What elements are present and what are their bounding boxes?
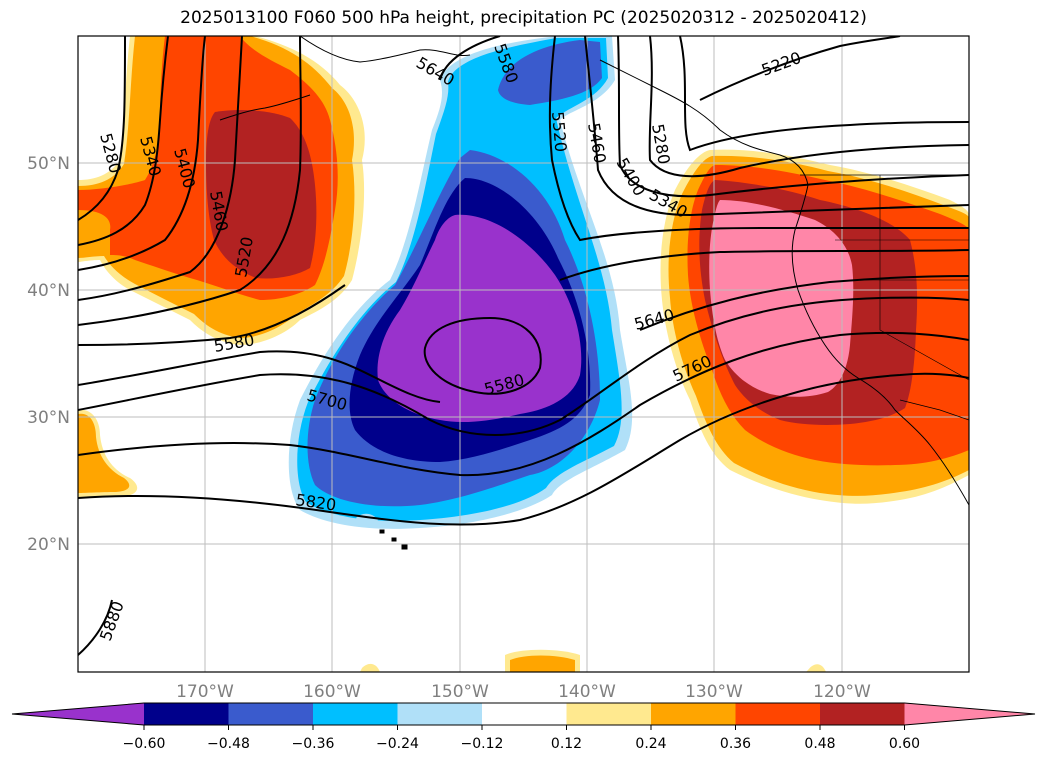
colorbar-segment [566,703,651,725]
lon-label-120w: 120°W [813,682,871,702]
coastline-aleutians [219,94,311,121]
coastline-north-america [791,184,969,506]
contour-5760 [78,331,969,477]
map-area: 5280 5340 5400 5460 5520 5580 5700 5820 … [78,36,969,672]
colorbar-tick-label: 0.60 [889,736,920,752]
contour-5640 [78,275,969,403]
colorbar-segment [482,703,567,725]
colorbar-tick-label: 0.36 [720,736,751,752]
lon-label-170w: 170°W [176,682,234,702]
positive-precip-region-east [660,149,969,504]
lat-label-40n: 40°N [27,281,70,301]
precip-fill-pos-024-s [510,655,575,672]
latitude-labels: 50°N 40°N 30°N 20°N [27,154,70,555]
colorbar: −0.60 −0.48 −0.36 −0.24 −0.12 0.12 0.24 … [11,702,1036,752]
contour-5400 [78,36,969,271]
positive-precip-region-west [78,36,365,345]
precip-fill-pos-024-sw [78,413,130,493]
contour-label: 5520 [548,111,570,153]
lon-label-140w: 140°W [558,682,616,702]
precip-fill-pos-012-s3 [806,664,826,672]
longitude-labels: 170°W 160°W 150°W 140°W 130°W 120°W [176,682,871,702]
colorbar-tick-marks [143,725,905,730]
lat-label-50n: 50°N [27,154,70,174]
contour-5460 [78,36,969,301]
contour-5520 [78,36,969,326]
colorbar-tick-label: −0.48 [207,736,250,752]
colorbar-segment [651,703,736,725]
contour-5580-north [439,36,501,81]
contour-5280 [78,36,969,221]
positive-precip-patches-south [78,409,826,672]
lon-label-160w: 160°W [303,682,361,702]
colorbar-segment [144,703,229,725]
colorbar-extend-low [12,703,144,725]
colorbar-segment [228,703,313,725]
precip-fill-pos-060-east [709,200,854,397]
border-us-mexico [899,399,969,421]
lat-label-30n: 30°N [27,408,70,428]
colorbar-segment [313,703,398,725]
contour-5700 [78,296,969,436]
colorbar-tick-label: −0.60 [123,736,166,752]
hawaii-islands [379,529,408,550]
height-contours [78,36,969,656]
map-title: 2025013100 F060 500 hPa height, precipit… [180,8,867,28]
contour-5580-closed [423,316,542,395]
precip-fill-pos-048-west [206,110,317,279]
colorbar-extend-high [904,703,1035,725]
lon-label-150w: 150°W [431,682,489,702]
contour-5220 [699,36,901,101]
contour-5820 [78,372,969,526]
map-frame [77,35,970,673]
contour-5880 [78,599,113,656]
colorbar-tick-label: −0.24 [376,736,419,752]
contour-5580 [78,249,969,346]
map-gridlines [78,36,969,672]
colorbar-segment [735,703,820,725]
colorbar-tick-label: 0.12 [551,736,582,752]
colorbar-tick-label: 0.48 [804,736,835,752]
lat-label-20n: 20°N [27,535,70,555]
colorbar-segment [820,703,905,725]
contour-5340 [78,36,969,246]
colorbar-tick-label: 0.24 [635,736,666,752]
colorbar-tick-label: −0.36 [292,736,335,752]
colorbar-segment [397,703,482,725]
lon-label-130w: 130°W [685,682,743,702]
precip-fill-pos-012-s2 [360,663,380,672]
colorbar-tick-label: −0.12 [461,736,504,752]
